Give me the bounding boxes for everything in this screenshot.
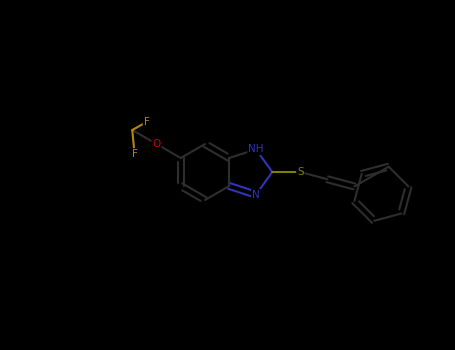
Text: N: N	[252, 190, 260, 200]
Text: S: S	[297, 167, 303, 177]
Text: F: F	[131, 149, 137, 159]
Text: NH: NH	[248, 144, 263, 154]
Text: F: F	[144, 117, 149, 127]
Text: O: O	[152, 139, 161, 149]
